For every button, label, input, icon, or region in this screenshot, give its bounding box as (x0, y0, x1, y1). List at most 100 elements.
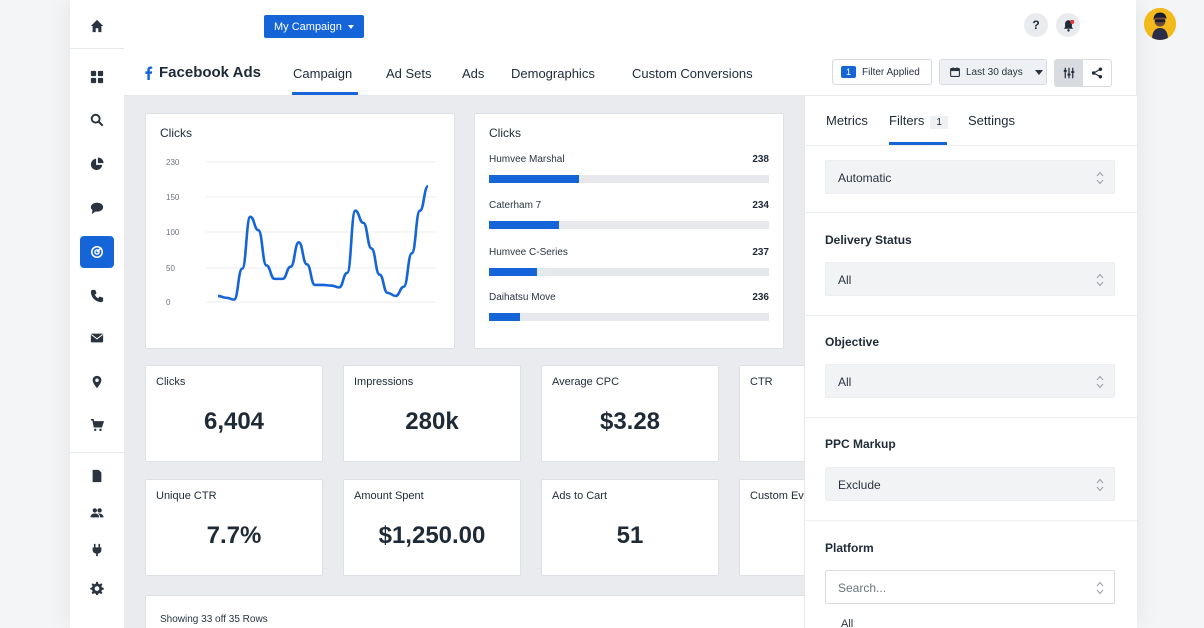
bar-track (489, 221, 769, 229)
updown-icon (1096, 375, 1104, 389)
plug-icon[interactable] (70, 534, 124, 566)
stat-label: Average CPC (552, 376, 620, 388)
bar-value: 236 (752, 292, 769, 303)
date-range-label: Last 30 days (966, 66, 1023, 78)
facebook-ads-brand: Facebook Ads (144, 64, 261, 81)
clicks-line-chart: 230 150 100 50 0 (166, 158, 436, 307)
bar-label: Caterham 7 (489, 200, 542, 211)
campaign-selector[interactable]: My Campaign (264, 15, 364, 38)
file-icon[interactable] (70, 460, 124, 492)
stat-label: Clicks (156, 376, 186, 388)
stat-card-clicks: Clicks 6,404 (145, 365, 323, 462)
delivery-status-value: All (838, 273, 852, 287)
grid-icon[interactable] (70, 61, 124, 93)
mode-select-value: Automatic (838, 171, 892, 185)
view-tools (1054, 59, 1112, 87)
objective-label: Objective (825, 335, 880, 349)
help-button[interactable]: ? (1024, 13, 1048, 37)
y-tick-label: 150 (166, 193, 180, 202)
bar-value: 238 (752, 154, 769, 165)
filter-applied-label: Filter Applied (862, 66, 920, 78)
chevron-down-icon (347, 24, 354, 29)
stat-card-amount-spent: Amount Spent $1,250.00 (343, 479, 521, 576)
platform-search-input[interactable]: Search... (825, 570, 1115, 604)
notifications-button[interactable] (1056, 13, 1080, 37)
sliders-button[interactable] (1055, 60, 1083, 86)
facebook-icon (145, 65, 153, 80)
brand-title: Facebook Ads (159, 64, 261, 81)
mode-select[interactable]: Automatic (825, 160, 1115, 194)
tab-demographics[interactable]: Demographics (511, 66, 595, 81)
phone-icon[interactable] (70, 280, 124, 312)
objective-select[interactable]: All (825, 364, 1115, 398)
stat-label: CTR (750, 376, 773, 388)
delivery-status-select[interactable]: All (825, 262, 1115, 296)
cart-icon[interactable] (70, 409, 124, 441)
filters-panel: Metrics Filters 1 Settings Automatic Deli… (804, 96, 1137, 628)
stat-card-impressions: Impressions 280k (343, 365, 521, 462)
bar-fill (489, 221, 559, 229)
stat-label: Impressions (354, 376, 414, 388)
tab-filters[interactable]: Filters 1 (889, 113, 948, 129)
bar-value: 234 (752, 200, 769, 211)
chevron-down-icon (1034, 69, 1043, 75)
bar-track (489, 268, 769, 276)
pin-icon[interactable] (70, 366, 124, 398)
ppc-markup-select[interactable]: Exclude (825, 467, 1115, 501)
clicks-line-card: Clicks 230 150 100 50 0 (145, 113, 455, 349)
stat-value: 7.7% (206, 522, 262, 549)
bell-icon (1063, 19, 1074, 32)
top-bar: My Campaign ? (124, 0, 1176, 49)
home-icon[interactable] (70, 10, 124, 42)
tab-ads[interactable]: Ads (462, 66, 485, 81)
share-button[interactable] (1083, 60, 1111, 86)
search-icon[interactable] (70, 104, 124, 136)
bar-value: 237 (752, 247, 769, 258)
users-icon[interactable] (70, 497, 124, 529)
tab-ad-sets[interactable]: Ad Sets (386, 66, 432, 81)
stat-value: 51 (616, 522, 644, 549)
calendar-icon (950, 67, 960, 77)
stat-label: Amount Spent (354, 490, 424, 502)
stat-label: Custom Ev (750, 490, 804, 502)
gear-icon[interactable] (70, 572, 124, 604)
platform-search-placeholder: Search... (838, 581, 887, 595)
updown-icon (1096, 273, 1104, 287)
date-range-selector[interactable]: Last 30 days (939, 59, 1047, 85)
chat-icon[interactable] (70, 192, 124, 224)
app-frame: My Campaign ? Facebook Ads Campaign Ad S… (70, 0, 1176, 628)
tab-metrics[interactable]: Metrics (826, 113, 868, 128)
icon-rail (70, 0, 125, 628)
updown-icon (1096, 171, 1104, 185)
sliders-icon (1063, 67, 1075, 79)
y-tick-label: 0 (166, 298, 171, 307)
filter-applied-button[interactable]: 1 Filter Applied (832, 59, 932, 85)
target-icon[interactable] (70, 236, 124, 268)
delivery-status-label: Delivery Status (825, 233, 912, 247)
pie-icon[interactable] (70, 148, 124, 180)
bar-fill (489, 313, 520, 321)
filter-count-badge: 1 (841, 66, 857, 78)
bar-fill (489, 268, 537, 276)
stat-value: $1,250.00 (378, 522, 486, 549)
stat-card-ads-to-cart: Ads to Cart 51 (541, 479, 719, 576)
tab-settings[interactable]: Settings (968, 113, 1015, 128)
campaign-selector-label: My Campaign (274, 20, 342, 33)
stat-label: Ads to Cart (552, 490, 608, 502)
tab-filters-label: Filters (889, 113, 925, 128)
tab-custom-conversions[interactable]: Custom Conversions (632, 66, 753, 81)
avatar-image (1144, 8, 1176, 40)
table-row-count: Showing 33 off 35 Rows (160, 614, 268, 625)
mail-icon[interactable] (70, 322, 124, 354)
tab-campaign[interactable]: Campaign (293, 66, 353, 81)
ppc-markup-label: PPC Markup (825, 437, 896, 451)
avatar[interactable] (1144, 8, 1176, 40)
platform-option-all[interactable]: All (841, 618, 854, 628)
bar-track (489, 313, 769, 321)
updown-icon (1096, 581, 1104, 595)
help-button-label: ? (1032, 18, 1040, 32)
stat-card-unique-ctr: Unique CTR 7.7% (145, 479, 323, 576)
clicks-bar-card: Clicks Humvee Marshal 238 Caterham 7 234 Hum… (474, 113, 784, 349)
line-card-title: Clicks (160, 126, 192, 140)
objective-value: All (838, 375, 852, 389)
